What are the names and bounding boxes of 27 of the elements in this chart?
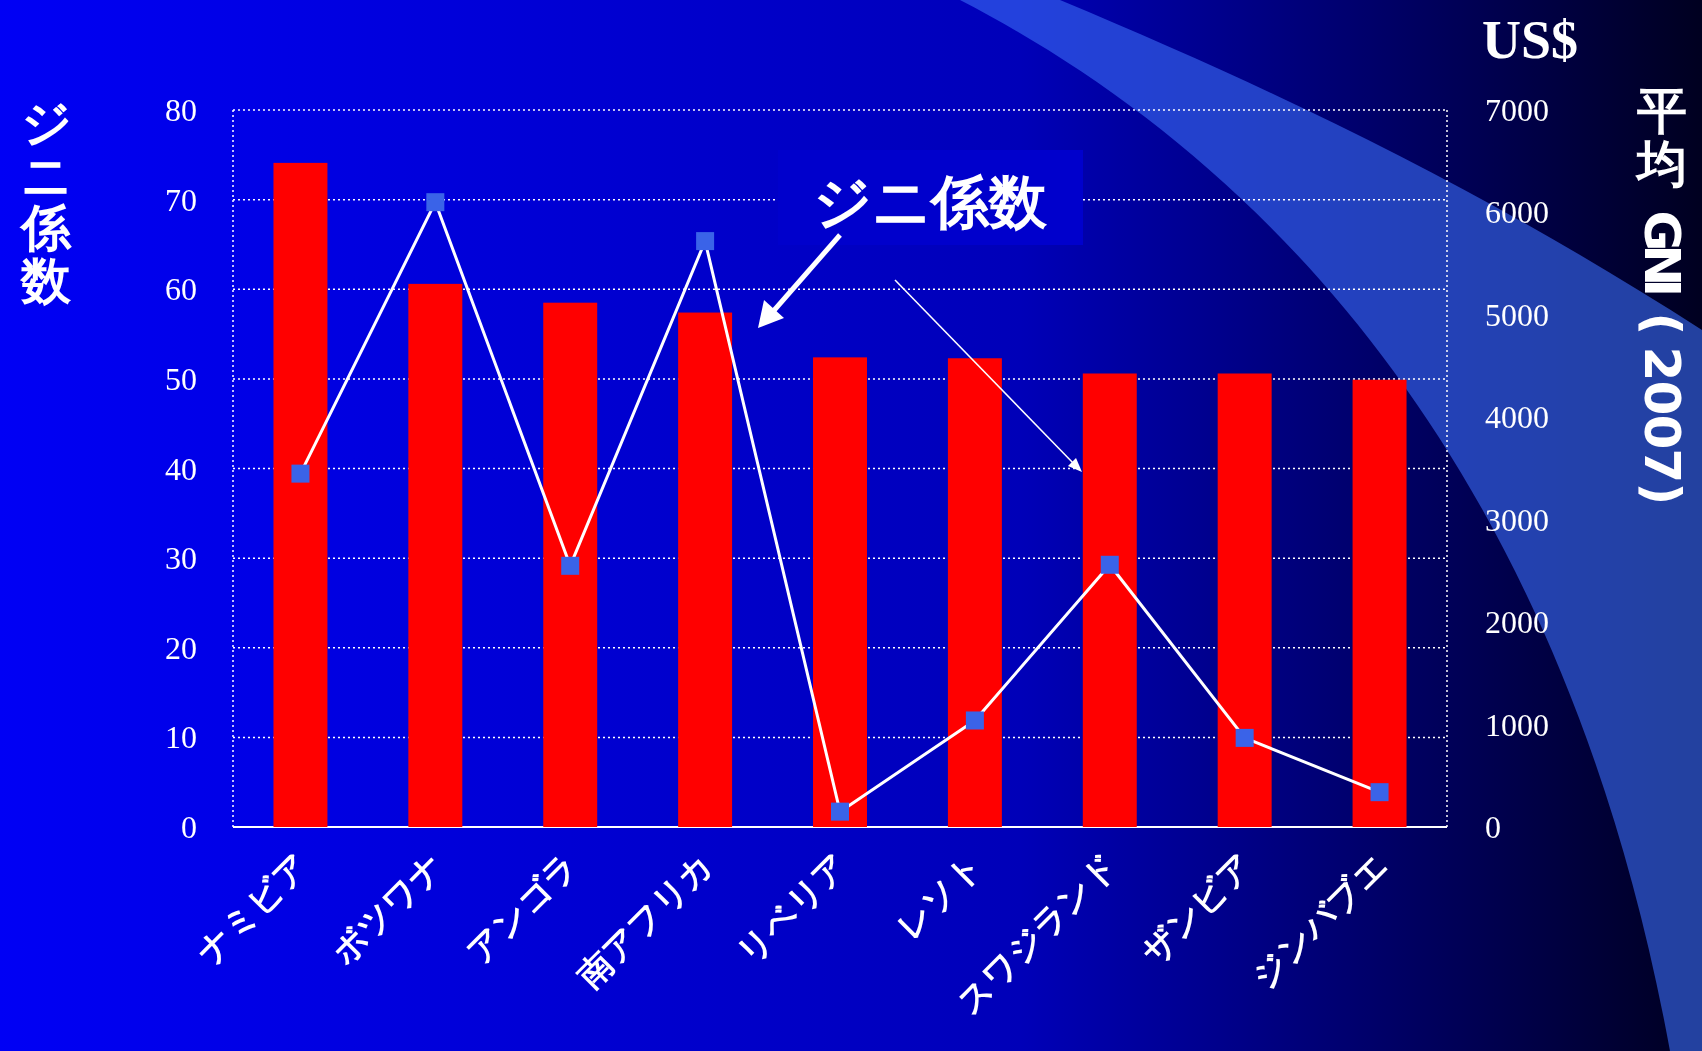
y-tick-label: 80 [165,92,197,128]
x-tick-label: ジンバブエ [1243,844,1396,997]
x-tick-label: ナミビア [188,844,317,972]
y2-tick-label: 1000 [1485,706,1549,743]
y-tick-label: 40 [165,450,197,487]
y2-tick-label: 4000 [1485,399,1549,436]
y2-tick-label: 2000 [1485,604,1549,641]
text: US$ [1481,10,1578,70]
x-tick-label: リベリア [728,844,856,972]
x-tick-label: ボツワナ [323,844,451,972]
series-label: ジニ係数 [813,168,1048,236]
y2-tick-label: 0 [1485,809,1501,845]
y2-tick-label: 7000 [1485,92,1549,128]
y-tick-label: 70 [165,181,197,218]
y2-tick-label: 3000 [1485,501,1549,538]
y-tick-label: 10 [165,719,197,756]
y-tick-label: 20 [165,629,197,666]
y-tick-label: 60 [165,271,197,308]
y-tick-label: 30 [165,540,197,577]
y-tick-label: 0 [181,809,197,845]
y2-tick-label: 6000 [1485,194,1549,231]
y-tick-label: 50 [165,360,197,397]
text: 平均 GNI(2007) [1632,82,1691,506]
x-tick-label: レソト [888,844,991,947]
y-axis-title: ジニ係数 [19,94,72,310]
y2-tick-label: 5000 [1485,296,1549,333]
x-tick-label: 南アフリカ [569,844,721,996]
